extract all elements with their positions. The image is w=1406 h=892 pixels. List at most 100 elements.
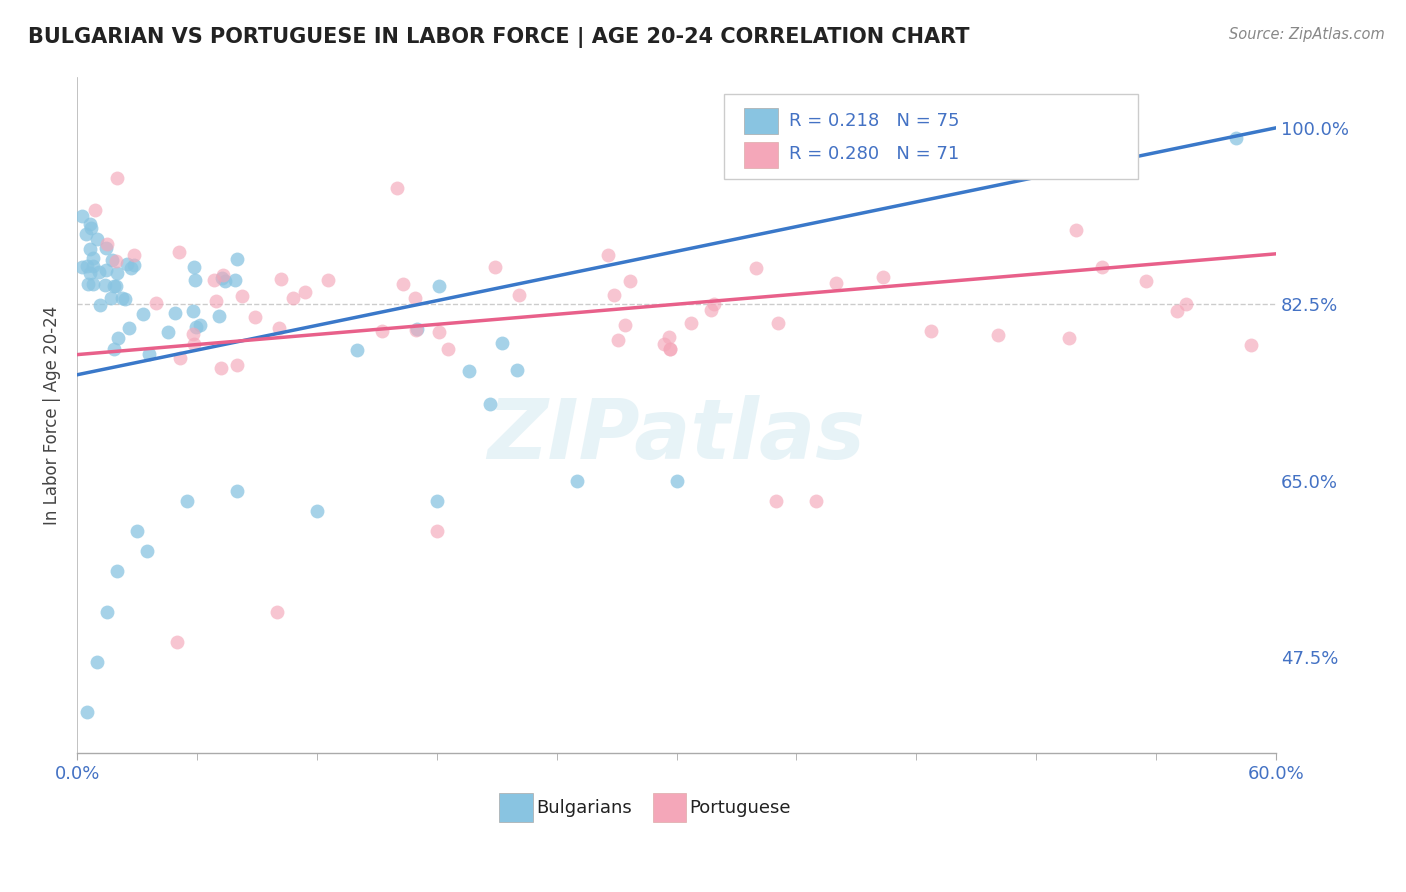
Point [658,329,681,343]
Point [211,270,233,285]
Point [768,316,790,330]
Point [103,343,125,357]
Point [1135,274,1157,288]
Point [105,171,128,186]
Point [96,263,118,277]
Point [183,260,205,274]
Point [70,209,93,223]
Point [1240,338,1263,352]
Point [166,635,188,649]
Point [107,331,129,345]
Point [665,474,688,488]
Point [136,544,159,558]
Point [437,342,460,356]
Point [202,273,225,287]
Point [75,227,97,242]
Point [266,605,288,619]
Point [105,564,128,578]
Point [426,524,449,538]
Point [824,276,846,290]
Point [1057,331,1080,345]
FancyBboxPatch shape [744,142,779,168]
Point [96,236,118,251]
Point [186,319,208,334]
Point [1175,297,1198,311]
Point [427,325,450,339]
Point [681,316,703,330]
Y-axis label: In Labor Force | Age 20-24: In Labor Force | Age 20-24 [44,305,60,524]
Point [79,217,101,231]
Point [267,321,290,335]
Point [225,358,247,372]
Point [211,268,233,282]
Point [86,655,108,669]
Point [602,288,624,302]
Point [82,259,104,273]
Point [613,318,636,333]
Point [270,272,292,286]
Point [82,252,104,266]
Point [457,364,479,378]
Point [76,706,98,720]
Point [607,334,630,348]
FancyBboxPatch shape [652,793,686,822]
Point [245,310,267,324]
Point [765,493,787,508]
Point [209,361,232,376]
Point [404,291,426,305]
Point [118,320,141,334]
Point [491,335,513,350]
Point [86,232,108,246]
Point [658,343,681,357]
Point [157,326,180,340]
Point [100,291,122,305]
Text: BULGARIAN VS PORTUGUESE IN LABOR FORCE | AGE 20-24 CORRELATION CHART: BULGARIAN VS PORTUGUESE IN LABOR FORCE |… [28,27,970,48]
Point [224,273,246,287]
Point [125,524,148,538]
FancyBboxPatch shape [744,108,779,134]
Point [305,504,328,518]
FancyBboxPatch shape [499,793,533,822]
Point [87,265,110,279]
Point [70,260,93,275]
Point [76,277,98,291]
Point [79,242,101,256]
Point [84,202,107,217]
Point [204,294,226,309]
Point [89,298,111,312]
Point [114,293,136,307]
Point [1064,223,1087,237]
Point [987,327,1010,342]
Point [96,605,118,619]
Point [111,292,134,306]
Point [703,297,725,311]
Point [596,248,619,262]
Point [94,242,117,256]
Point [188,318,211,332]
Point [226,483,249,498]
Point [427,279,450,293]
Text: R = 0.280   N = 71: R = 0.280 N = 71 [789,145,959,163]
Point [101,252,124,267]
Point [405,322,427,336]
Point [1166,304,1188,318]
Point [1225,131,1247,145]
Point [115,257,138,271]
Point [138,347,160,361]
Point [104,279,127,293]
Point [132,307,155,321]
Point [385,181,408,195]
Text: R = 0.218   N = 75: R = 0.218 N = 75 [789,112,960,129]
Text: Portuguese: Portuguese [690,799,792,817]
Point [745,260,768,275]
Point [105,253,128,268]
Point [478,397,501,411]
Point [167,244,190,259]
Point [208,309,231,323]
Point [392,277,415,291]
Point [294,285,316,299]
Point [163,305,186,319]
Point [806,493,828,508]
Point [484,260,506,274]
Point [231,289,253,303]
